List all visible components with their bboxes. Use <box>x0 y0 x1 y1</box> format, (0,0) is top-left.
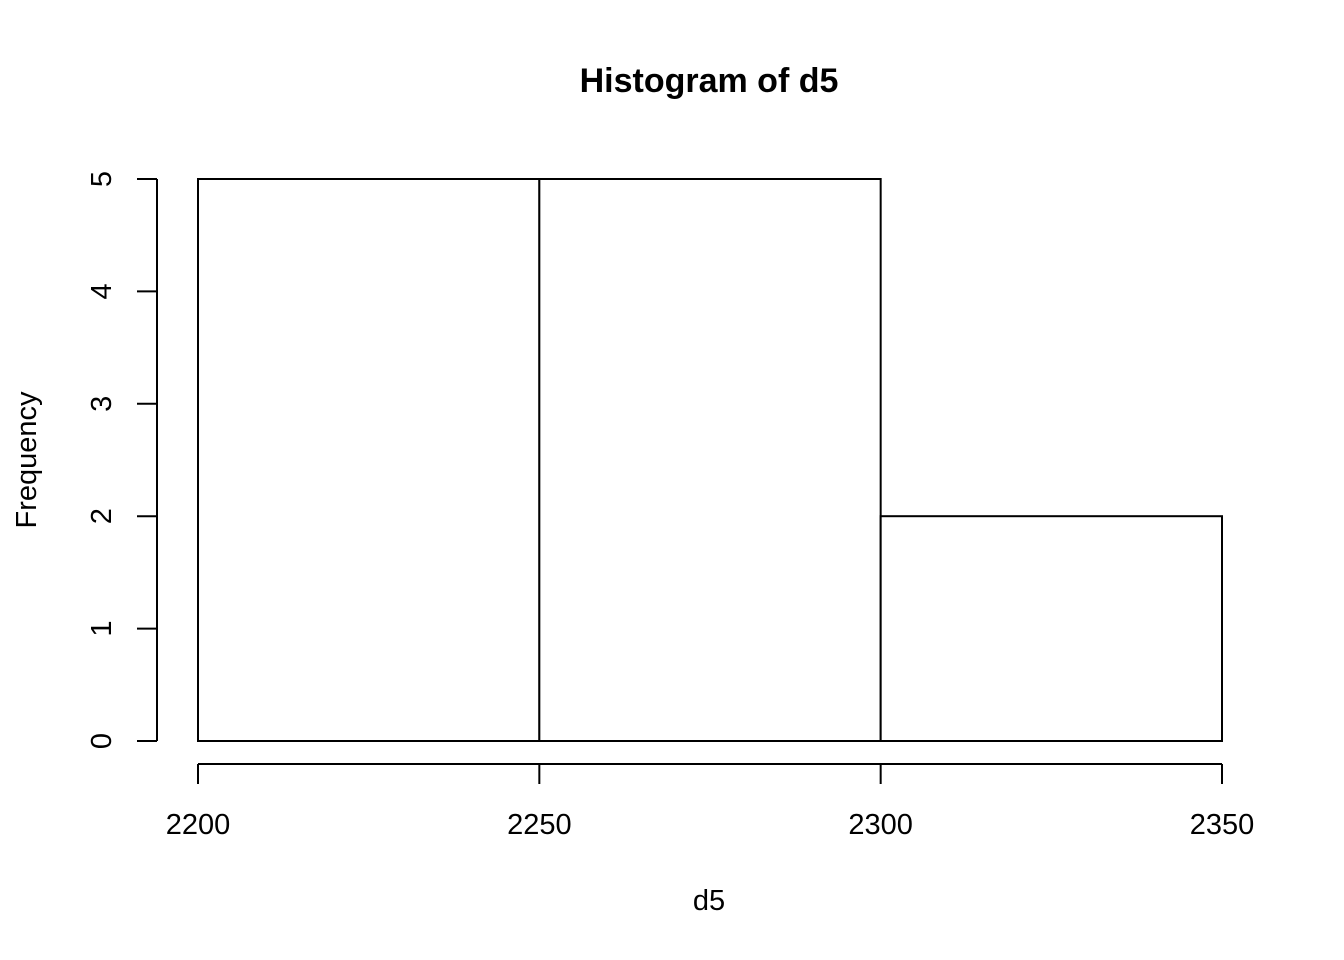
histogram-bar <box>197 178 541 742</box>
x-axis-title: d5 <box>693 885 725 917</box>
y-tick-label: 4 <box>86 283 118 299</box>
y-tick-label: 1 <box>86 621 118 637</box>
y-axis-title: Frequency <box>11 391 43 529</box>
histogram-bar <box>879 515 1224 743</box>
y-tick-label: 3 <box>86 396 118 412</box>
y-axis: 0 1 2 3 4 5 <box>86 171 158 749</box>
x-tick-label: 2200 <box>166 809 231 841</box>
y-tick-label: 5 <box>86 171 118 187</box>
x-tick-label: 2250 <box>507 809 572 841</box>
chart-title: Histogram of d5 <box>580 62 839 100</box>
histogram-bar <box>538 178 882 742</box>
bars-group <box>197 178 1224 743</box>
x-tick-label: 2350 <box>1190 809 1255 841</box>
y-tick-label: 2 <box>86 508 118 524</box>
y-tick-label: 0 <box>86 733 118 749</box>
x-axis: 2200 2250 2300 2350 <box>166 763 1255 841</box>
x-tick-label: 2300 <box>848 809 913 841</box>
